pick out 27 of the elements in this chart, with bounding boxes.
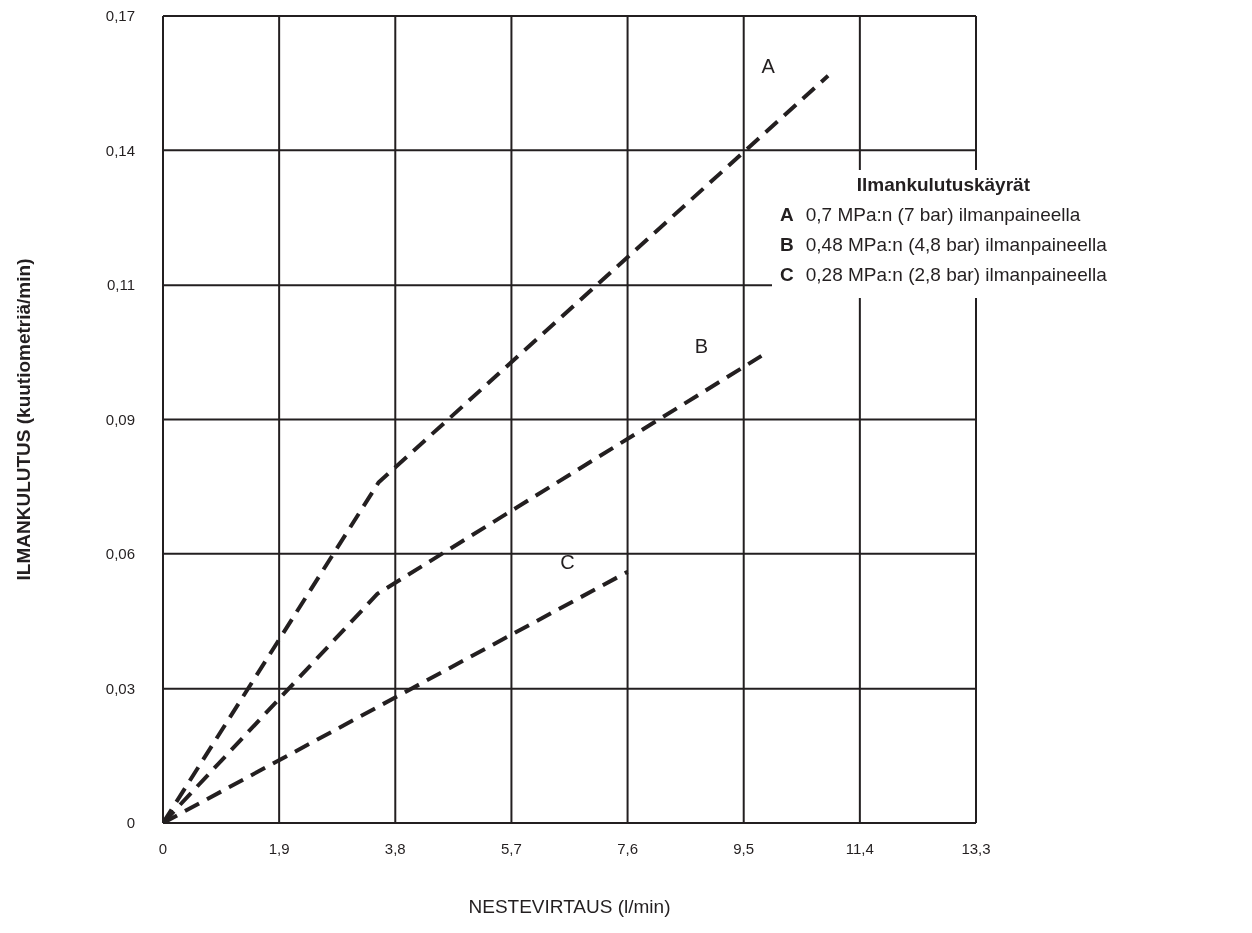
y-axis-title: ILMANKULUTUS (kuutiometriä/min) — [12, 258, 34, 581]
x-tick-label: 13,3 — [961, 839, 991, 857]
text: B — [780, 234, 794, 255]
legend-title: Ilmankulutuskäyrät — [855, 174, 1031, 196]
x-tick-label: 5,7 — [501, 839, 522, 857]
y-tick-label: 0,09 — [105, 410, 135, 428]
x-tick-label: 3,8 — [384, 839, 406, 857]
y-tick-label: 0 — [126, 814, 135, 832]
y-tick-label: 0,14 — [105, 141, 135, 159]
y-tick-label: 0,06 — [105, 545, 135, 563]
x-tick-label: 7,6 — [617, 839, 638, 857]
x-tick-label: 9,5 — [733, 839, 755, 857]
x-tick-label: 1,9 — [268, 839, 290, 857]
annotation: 0,48 MPa:n (4,8 bar) ilmanpaineella — [805, 234, 1107, 255]
series-label: A — [761, 54, 776, 77]
x-tick-label: 0 — [158, 839, 168, 857]
series-label: B — [694, 334, 709, 357]
series-label: C — [560, 550, 575, 573]
annotation: 0,28 MPa:n (2,8 bar) ilmanpaineella — [805, 264, 1107, 285]
y-tick-label: 0,03 — [105, 679, 135, 697]
annotation: 0,7 MPa:n (7 bar) ilmanpaineella — [805, 204, 1081, 225]
text: C — [780, 264, 794, 285]
x-tick-label: 11,4 — [845, 839, 874, 857]
x-axis-title: NESTEVIRTAUS (l/min) — [468, 896, 671, 917]
text: A — [780, 204, 794, 225]
y-tick-label: 0,11 — [106, 276, 135, 294]
y-tick-label: 0,17 — [105, 7, 135, 25]
